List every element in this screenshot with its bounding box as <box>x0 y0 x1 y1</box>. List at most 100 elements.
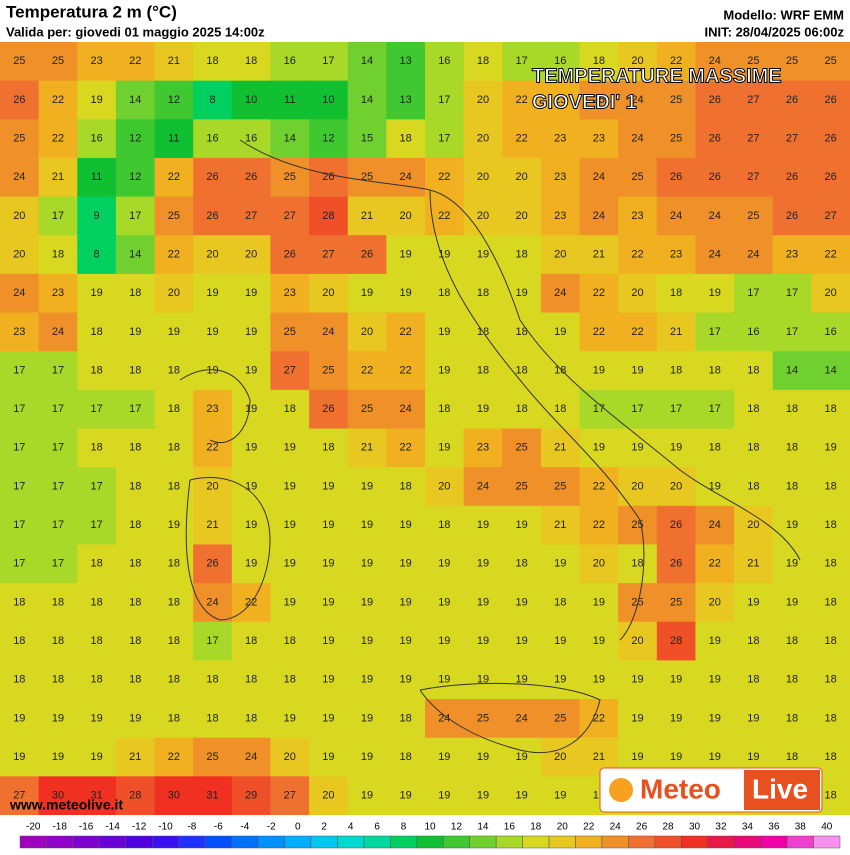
temp-value: 26 <box>786 171 798 183</box>
temp-cell <box>618 119 658 159</box>
temp-value: 22 <box>631 326 643 338</box>
temp-value: 25 <box>52 55 64 67</box>
temp-cell <box>193 544 233 584</box>
temp-cell <box>425 42 465 82</box>
temp-value: 19 <box>284 480 296 492</box>
temp-value: 16 <box>245 133 257 145</box>
temp-cell <box>540 621 581 661</box>
temp-cell <box>231 80 271 120</box>
temp-value: 26 <box>245 171 257 183</box>
temp-value: 26 <box>13 94 25 106</box>
temp-cell <box>38 80 78 120</box>
temp-cell <box>425 544 465 584</box>
temp-value: 19 <box>400 287 412 299</box>
temp-value: 26 <box>825 94 837 106</box>
temp-cell <box>772 544 812 584</box>
temp-value: 18 <box>631 558 643 570</box>
temp-value: 18 <box>129 635 141 647</box>
colorbar-swatch <box>204 835 232 849</box>
temp-value: 28 <box>670 635 682 647</box>
temp-cell <box>347 389 387 429</box>
temp-value: 18 <box>168 558 180 570</box>
temp-cell <box>115 80 156 120</box>
temp-value: 20 <box>206 480 218 492</box>
temp-value: 18 <box>400 751 412 763</box>
temp-value: 19 <box>438 558 450 570</box>
temp-value: 19 <box>90 712 102 724</box>
colorbar-label: 18 <box>530 822 542 833</box>
temp-value: 18 <box>206 55 218 67</box>
temp-value: 8 <box>209 94 215 106</box>
temp-cell <box>425 660 465 700</box>
temp-value: 30 <box>168 790 180 802</box>
temp-value: 19 <box>400 790 412 802</box>
temp-value: 18 <box>747 442 759 454</box>
temp-value: 23 <box>477 442 489 454</box>
temp-cell <box>540 119 581 159</box>
temp-cell <box>347 119 387 159</box>
temp-cell <box>77 699 117 739</box>
temp-value: 22 <box>593 480 605 492</box>
temp-value: 19 <box>322 635 334 647</box>
temp-cell <box>656 119 696 159</box>
temp-value: 18 <box>554 403 566 415</box>
temp-cell <box>734 505 774 545</box>
temp-cell <box>309 157 349 198</box>
colorbar-swatch <box>178 835 206 849</box>
temp-value: 14 <box>361 94 373 106</box>
temp-cell <box>695 157 735 198</box>
temp-cell <box>695 351 735 391</box>
temp-cell <box>77 737 117 777</box>
temp-value: 18 <box>168 596 180 608</box>
temp-value: 20 <box>284 751 296 763</box>
temp-value: 18 <box>400 133 412 145</box>
colorbar-swatch <box>628 835 656 849</box>
temp-value: 18 <box>52 248 64 260</box>
temp-cell <box>540 505 581 545</box>
temp-cell <box>579 467 619 507</box>
temp-value: 24 <box>593 171 605 183</box>
colorbar-label: 32 <box>715 822 727 833</box>
temp-value: 19 <box>361 635 373 647</box>
temp-cell <box>77 312 117 352</box>
temp-value: 24 <box>709 55 721 67</box>
temp-cell <box>579 389 619 429</box>
temp-cell <box>463 157 503 198</box>
temp-cell <box>270 42 310 82</box>
temp-cell <box>115 505 156 545</box>
temp-cell <box>502 505 542 545</box>
temp-cell <box>115 699 156 739</box>
temp-cell <box>772 42 812 82</box>
temp-value: 19 <box>361 519 373 531</box>
temp-cell <box>77 428 117 468</box>
logo-sun <box>609 778 633 802</box>
temp-value: 18 <box>13 596 25 608</box>
temp-value: 24 <box>400 171 412 183</box>
temp-cell <box>231 699 271 739</box>
temp-value: 19 <box>400 596 412 608</box>
temp-value: 24 <box>515 712 527 724</box>
temp-cell <box>425 467 465 507</box>
temp-value: 19 <box>322 751 334 763</box>
temp-value: 18 <box>515 248 527 260</box>
temp-cell <box>502 467 542 507</box>
temp-cell <box>540 776 581 816</box>
colorbar-swatch <box>231 835 259 849</box>
temp-cell <box>656 196 696 236</box>
temp-cell <box>734 351 774 391</box>
temp-value: 25 <box>515 442 527 454</box>
temp-value: 19 <box>90 94 102 106</box>
temp-value: 25 <box>554 480 566 492</box>
temp-cell <box>347 699 387 739</box>
temp-value: 27 <box>284 210 296 222</box>
temp-value: 18 <box>825 558 837 570</box>
temp-value: 19 <box>361 558 373 570</box>
temp-cell <box>309 273 349 314</box>
temp-value: 14 <box>284 133 296 145</box>
temp-value: 18 <box>168 480 180 492</box>
temp-value: 20 <box>477 94 489 106</box>
temp-cell <box>540 351 581 391</box>
temp-value: 17 <box>129 210 141 222</box>
temp-value: 17 <box>13 364 25 376</box>
